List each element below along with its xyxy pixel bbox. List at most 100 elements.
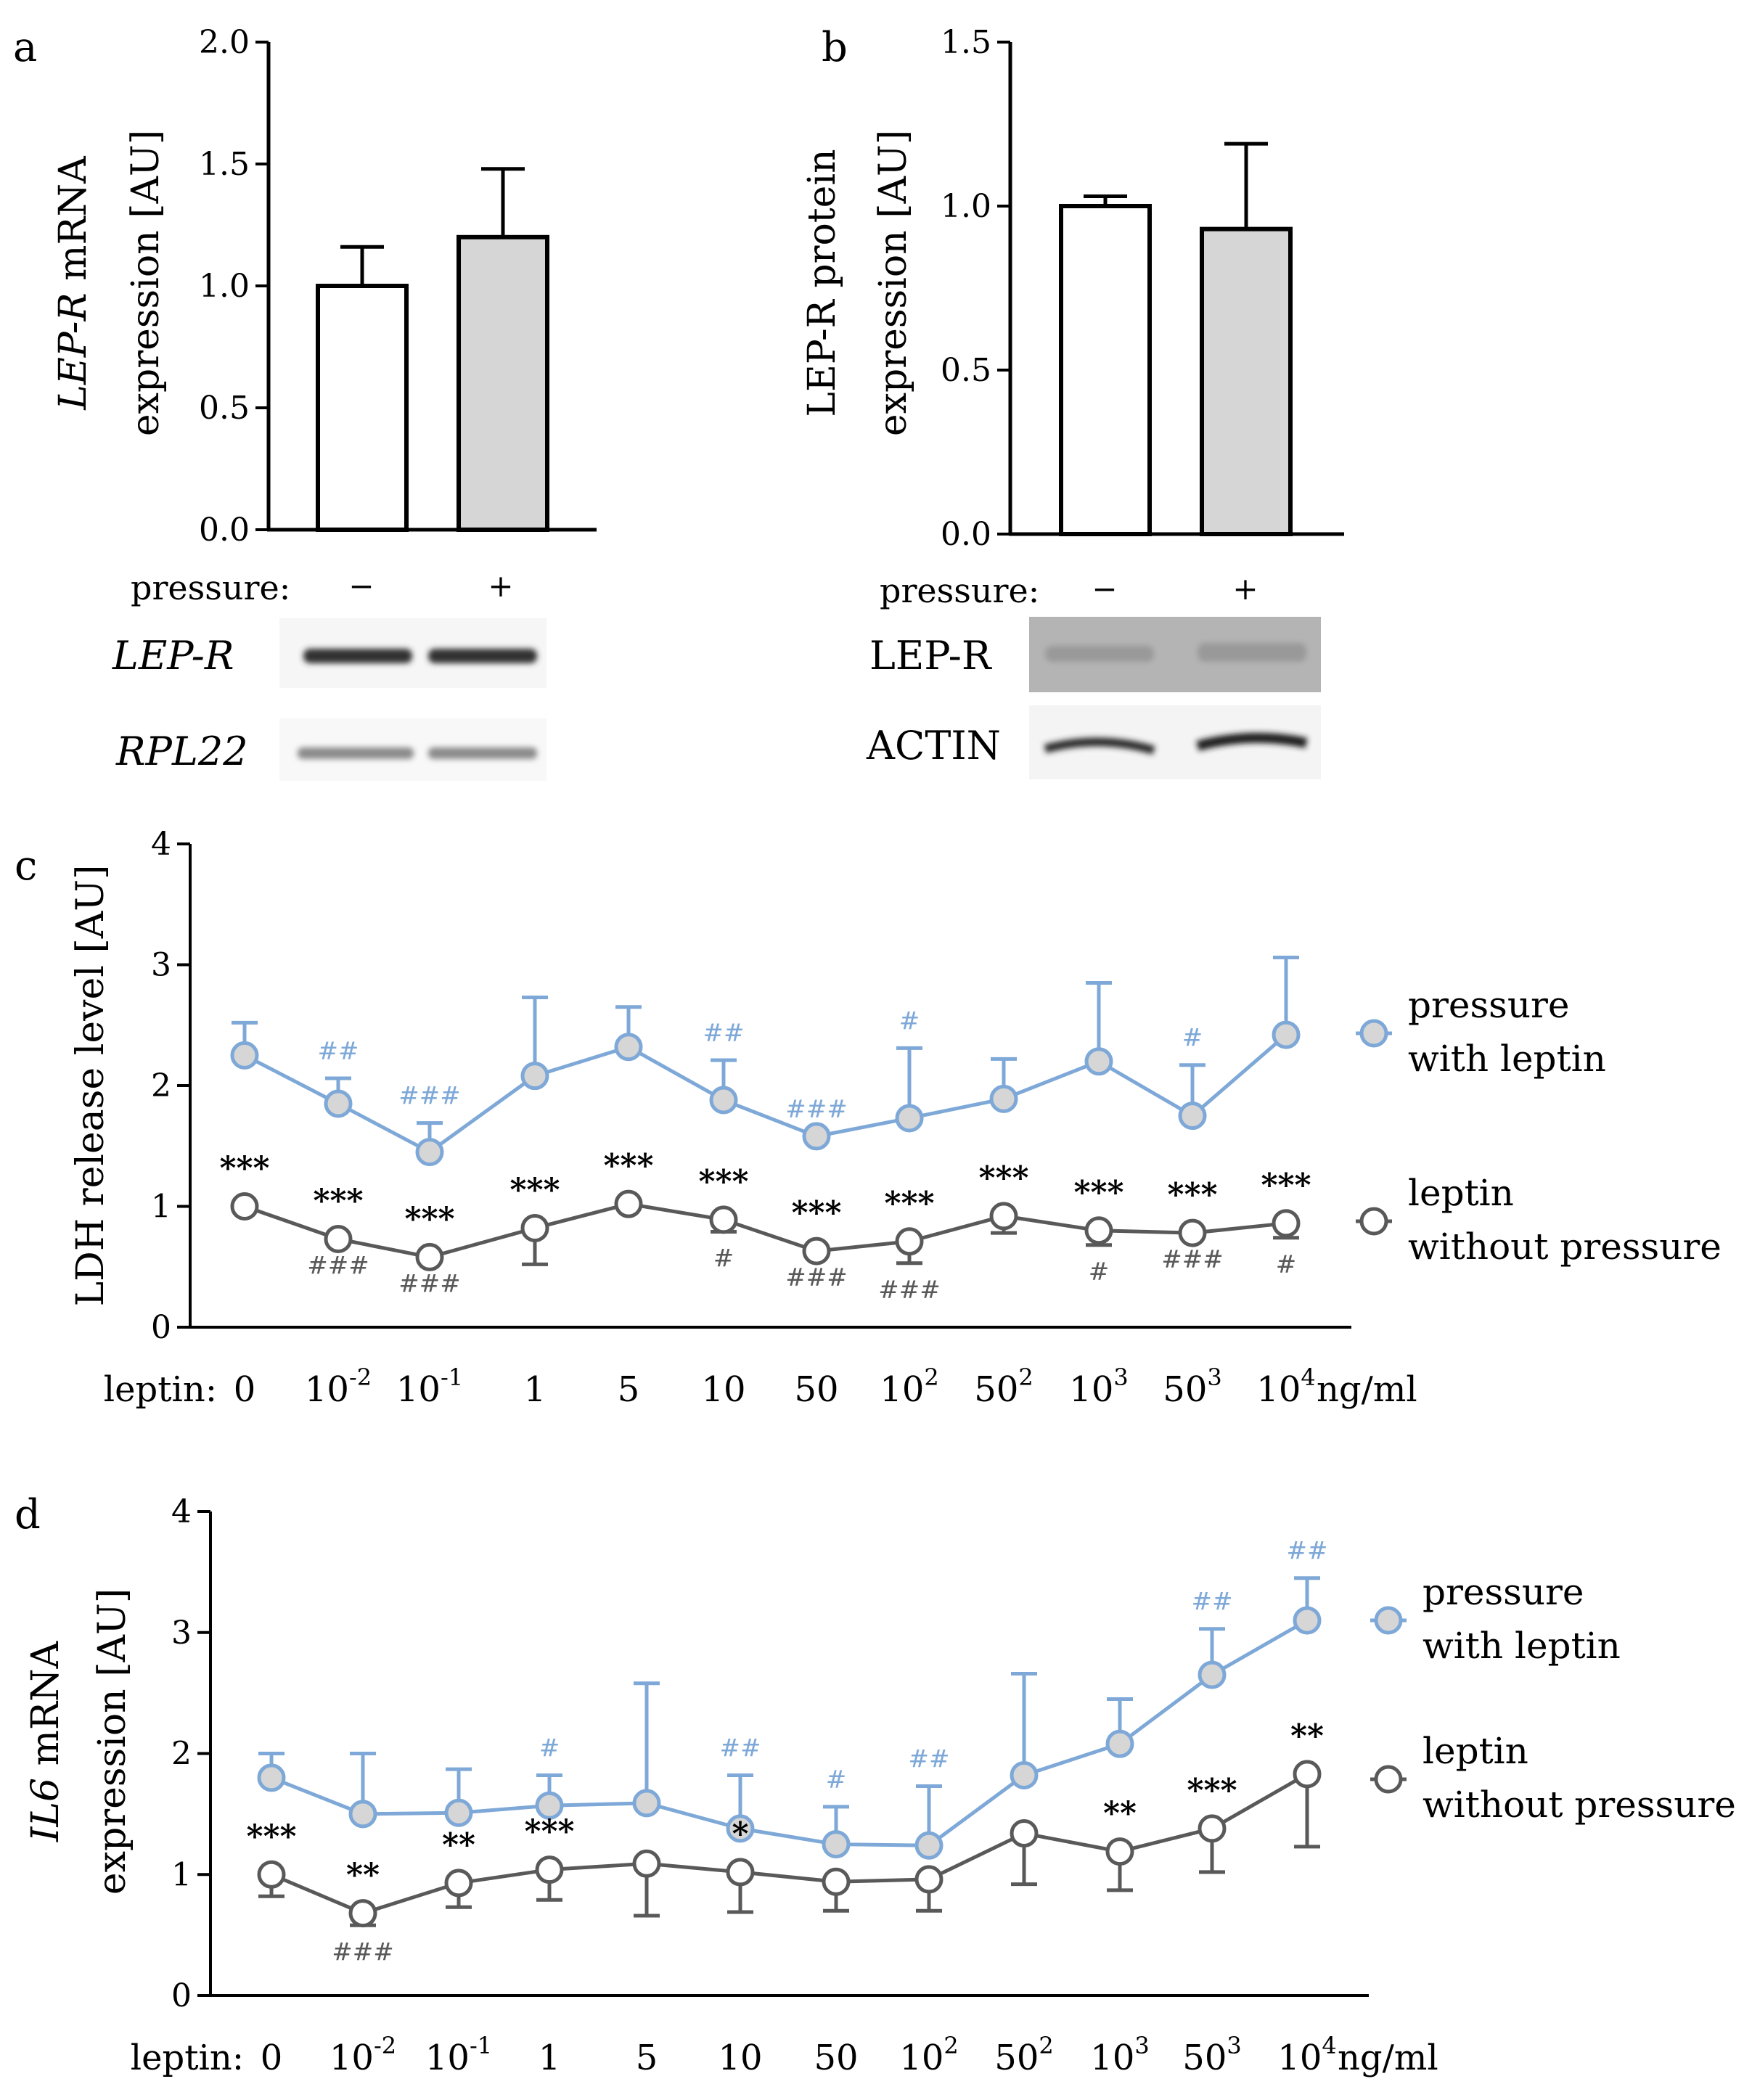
panel-c-x-tick-exp-7: 2 [924,1363,938,1391]
panel-d-x-tick-exp-8: 2 [1039,2032,1053,2059]
panel-b: b LEP-R protein expression [AU] 0.0 0.5 1.… [801,24,1344,779]
panel-d-x-tick-base-3: 1 [539,2038,561,2078]
panel-a-y-tick-label: 1.0 [199,268,250,305]
panel-d-x-tick-exp-11: 4 [1322,2032,1336,2059]
panel-c-significance-stars-6: *** [791,1194,841,1231]
panel-d-x-tick-label-11: 104 [1277,2032,1336,2078]
panel-c-pressure-hash-2: ### [398,1082,460,1111]
panel-d-legend-pressure-line1: pressure [1423,1571,1584,1613]
panel-d-y-tick-label: 0 [171,1977,192,2014]
panel-c-x-tick-base-6: 50 [794,1369,838,1410]
panel-c-legend-nopressure-marker [1359,1207,1388,1236]
panel-c-y-ticks: 0 1 2 3 4 [151,826,190,1346]
panel-c-nopressure-point-9 [1084,1216,1113,1245]
panel-b-bars [1059,141,1293,536]
panel-d-pressure-hash-11: ## [1287,1537,1328,1566]
panel-c-nopressure-series: ****** ********* ****** ****** *** *** ***####… [219,1147,1311,1305]
panel-d-legend-pressure-line2: with leptin [1423,1625,1621,1667]
panel-c-significance-stars-3: *** [509,1171,560,1208]
panel-c-x-tick-base-11: 10 [1256,1369,1301,1410]
panel-d-x-tick-base-8: 50 [994,2038,1039,2078]
panel-c-y-tick-label: 2 [151,1067,171,1104]
panel-c-pressure-point-5 [709,1086,738,1115]
panel-b-y-tick-label: 1.5 [941,24,991,61]
panel-d-leptin-unit: ng/ml [1338,2038,1438,2078]
panel-b-letter: b [822,24,848,71]
panel-d-x-tick-base-2: 10 [425,2038,470,2078]
panel-d-x-tick-label-1: 10-2 [329,2032,396,2078]
panel-c-x-tick-exp-11: 4 [1301,1363,1315,1391]
panel-d-nopressure-line [271,1772,1309,1916]
panel-c-x-tick-label-1: 10-2 [305,1363,372,1410]
panel-c-nopressure-point-8 [989,1202,1018,1231]
panel-b-blot-band-actin-minus [1044,737,1155,755]
panel-c-x-tick-base-7: 10 [880,1369,924,1410]
panel-d-x-tick-label-2: 10-1 [425,2032,492,2078]
panel-a-ylabel-gene: LEP-R [52,292,95,410]
panel-c-pressure-hash-10: # [1182,1024,1203,1053]
panel-a-ylabel: LEP-R mRNA [52,155,95,411]
panel-d-x-tick-label-9: 103 [1090,2032,1149,2078]
panel-a-pressure-plus: + [488,568,513,604]
panel-c-pressure-point-1 [324,1089,353,1118]
panel-b-bar-0 [1059,204,1152,536]
panel-a-gel-band-rpl22-minus [298,747,414,759]
panel-d-x-tick-label-10: 503 [1182,2032,1241,2078]
panel-c-significance-stars-1: *** [313,1182,363,1219]
panel-c-x-tick-base-5: 10 [701,1369,745,1410]
panel-b-ylabel: LEP-R protein [801,149,844,417]
panel-c-x-tick-label-0: 0 [234,1369,256,1410]
panel-a-gel [279,618,547,781]
panel-c-x-tick-base-9: 10 [1069,1369,1113,1410]
panel-c-nopressure-point-3 [520,1213,549,1242]
panel-c-pressure-point-8 [989,1084,1018,1113]
panel-b-y-tick-label: 1.0 [941,188,991,225]
panel-d-significance-stars-11: ** [1290,1718,1324,1755]
panel-b-blot-band-lepr-plus [1198,643,1306,662]
panel-c-nopressure-point-2 [415,1242,444,1271]
panel-c-nopressure-hash-6: ### [785,1263,847,1292]
panel-a-y-tick-label: 2.0 [199,24,250,61]
panel-d-significance-stars-3: *** [524,1813,574,1850]
panel-d-x-tick-base-7: 10 [899,2038,943,2078]
panel-d-x-tick-base-11: 10 [1277,2038,1322,2078]
panel-c-x-tick-label-2: 10-1 [396,1363,463,1410]
panel-d-x-tick-label-5: 10 [718,2038,762,2078]
panel-c-nopressure-hash-11: # [1276,1250,1297,1279]
panel-d-nopressure-point-5 [726,1858,755,1887]
panel-d-legend-nopressure-line1: leptin [1423,1730,1528,1772]
panel-d-nopressure-point-7 [914,1865,943,1894]
panel-c-leptin-prefix: leptin: [104,1369,217,1410]
panel-a-y-axis: 0.0 0.5 1.0 1.5 2.0 [199,24,597,549]
panel-c-nopressure-hash-9: # [1089,1258,1110,1287]
panel-d-y-tick-label: 3 [171,1615,192,1652]
panel-d-ylabel-gene: IL6 [24,1778,67,1842]
panel-a-pressure-minus: − [348,568,374,604]
panel-d-y-tick-label: 4 [171,1493,192,1530]
panel-c-x-tick-label-11: 104 [1256,1363,1315,1410]
panel-c-x-tick-base-4: 5 [618,1369,640,1410]
panel-d-pressure-hash-10: ## [1192,1588,1233,1617]
panel-d-pressure-point-5 [726,1814,755,1843]
panel-d-pressure-point-0 [257,1763,286,1792]
panel-d-significance-stars-5: * [732,1816,748,1853]
panel-c-legend-nopressure-line1: leptin [1408,1172,1514,1214]
panel-d-x-tick-exp-2: -1 [470,2032,492,2059]
panel-d-x-tick-label-6: 50 [814,2038,858,2078]
panel-d-pressure-point-7 [914,1831,943,1860]
panel-b-ylabel-line2: expression [AU] [872,130,915,436]
panel-b-y-tick-label: 0.0 [941,516,991,553]
panel-c-x-tick-exp-10: 3 [1207,1363,1221,1391]
panel-c-x-tick-exp-2: -1 [441,1363,463,1391]
panel-c-significance-stars-0: *** [219,1150,269,1187]
panel-c-significance-stars-8: *** [978,1160,1028,1197]
panel-d-legend-pressure-marker [1374,1606,1403,1635]
panel-b-y-ticks: 0.0 0.5 1.0 1.5 [941,24,1010,553]
panel-b-blot [1029,617,1321,779]
panel-c-significance-stars-2: *** [404,1200,454,1237]
panel-c-significance-stars-9: *** [1073,1174,1123,1211]
panel-c-pressure-point-4 [614,1033,643,1062]
panel-d-pressure-line [271,1618,1309,1847]
panel-c-nopressure-point-6 [802,1236,831,1266]
